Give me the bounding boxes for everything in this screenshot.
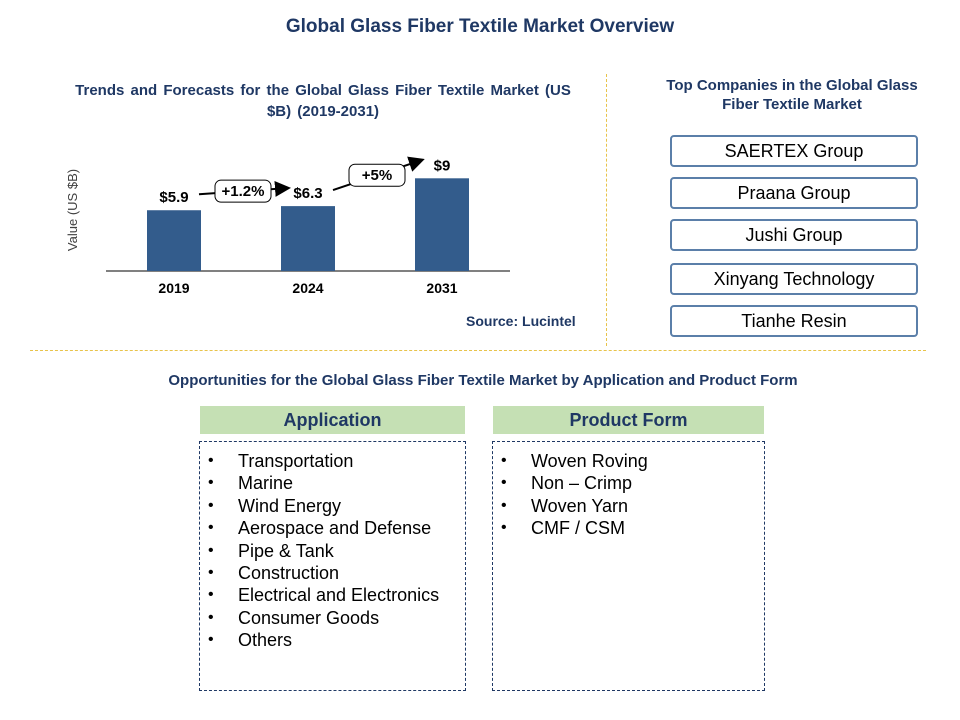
application-header: Application xyxy=(200,406,465,434)
application-item: • Pipe & Tank xyxy=(200,540,465,562)
product-form-list: • Woven Roving • Non – Crimp • Woven Yarn • CMF… xyxy=(493,442,764,540)
opportunities-title: Opportunities for the Global Glass Fiber… xyxy=(168,372,798,389)
application-item-label: Wind Energy xyxy=(238,495,342,516)
bar-chart: Value (US $B) $5.9 2019 $6.3 2024 $9 2031 +1.2… xyxy=(65,156,510,296)
application-panel: • Transportation • Marine • Wind Energy • Aeros… xyxy=(199,441,466,691)
horizontal-divider xyxy=(30,350,926,351)
bullet-icon: • xyxy=(501,452,507,469)
company-box: Xinyang Technology xyxy=(670,263,918,295)
bullet-icon: • xyxy=(208,452,214,469)
product-form-item-label: Woven Yarn xyxy=(531,495,629,516)
product-form-item: • Non – Crimp xyxy=(493,472,764,494)
source-note: Source: Lucintel xyxy=(466,313,576,329)
product-form-item: • Woven Yarn xyxy=(493,495,764,517)
company-box: Praana Group xyxy=(670,177,918,209)
application-item: • Marine xyxy=(200,472,465,494)
x-tick-label: 2024 xyxy=(292,280,323,296)
application-item-label: Pipe & Tank xyxy=(238,540,334,561)
product-form-item-label: Non – Crimp xyxy=(531,473,633,494)
growth-label-box xyxy=(214,179,272,203)
company-box: SAERTEX Group xyxy=(670,135,918,167)
application-item: • Transportation xyxy=(200,450,465,472)
application-item: • Construction xyxy=(200,562,465,584)
bullet-icon: • xyxy=(208,631,214,649)
application-item: • Electrical and Electronics xyxy=(200,584,465,606)
page-title: Global Glass Fiber Textile Market Overvi… xyxy=(285,16,675,37)
application-item-label: Transportation xyxy=(238,451,354,471)
growth-label-box xyxy=(348,163,406,187)
vertical-divider xyxy=(606,74,607,346)
application-item-label: Marine xyxy=(238,473,294,494)
x-tick-label: 2031 xyxy=(426,280,457,296)
application-item-label: Others xyxy=(238,630,293,651)
product-form-header: Product Form xyxy=(493,406,764,434)
bullet-icon: • xyxy=(208,519,214,537)
bullet-icon: • xyxy=(208,474,214,492)
bullet-icon: • xyxy=(208,564,214,582)
company-box: Jushi Group xyxy=(670,219,918,251)
application-item: • Aerospace and Defense xyxy=(200,517,465,539)
chart-title: Trends and Forecasts for the Global Glas… xyxy=(75,82,571,120)
bullet-icon: • xyxy=(208,541,214,559)
bullet-icon: • xyxy=(501,496,507,514)
bullet-icon: • xyxy=(208,496,214,514)
application-item-label: Consumer Goods xyxy=(238,607,380,628)
bullet-icon: • xyxy=(208,608,214,626)
bullet-icon: • xyxy=(208,586,214,604)
y-axis-label: Value (US $B) xyxy=(65,169,80,251)
product-form-item: • Woven Roving xyxy=(493,450,764,472)
bullet-icon: • xyxy=(501,519,507,537)
application-item: • Wind Energy xyxy=(200,495,465,517)
application-item: • Others xyxy=(200,629,465,651)
x-tick-label: 2019 xyxy=(158,280,189,296)
bar xyxy=(281,206,335,271)
product-form-item-label: CMF / CSM xyxy=(531,518,625,539)
product-form-item: • CMF / CSM xyxy=(493,517,764,539)
growth-label: +5% xyxy=(362,167,392,184)
company-box: Tianhe Resin xyxy=(670,305,918,337)
bar xyxy=(415,178,469,271)
application-list: • Transportation • Marine • Wind Energy • Aeros… xyxy=(200,442,465,652)
bullet-icon: • xyxy=(501,474,507,492)
data-label: $6.3 xyxy=(293,185,322,202)
application-item-label: Construction xyxy=(238,563,340,584)
growth-label: +1.2% xyxy=(222,183,265,200)
data-label: $9 xyxy=(434,157,451,174)
application-item-label: Electrical and Electronics xyxy=(238,585,440,606)
product-form-item-label: Woven Roving xyxy=(531,451,648,471)
product-form-panel: • Woven Roving • Non – Crimp • Woven Yarn • CMF… xyxy=(492,441,765,691)
data-label: $5.9 xyxy=(159,189,188,206)
companies-title: Top Companies in the Global Glass Fiber … xyxy=(666,77,918,113)
application-item-label: Aerospace and Defense xyxy=(238,518,432,539)
bar xyxy=(147,210,201,271)
application-item: • Consumer Goods xyxy=(200,607,465,629)
